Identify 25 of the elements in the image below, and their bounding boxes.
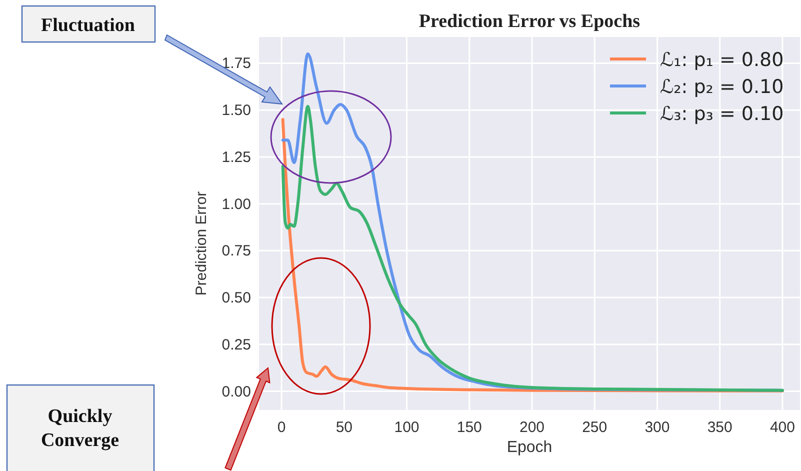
y-tick-label: 1.75 [222, 55, 251, 72]
x-tick-label: 50 [336, 419, 352, 436]
y-axis-title: Prediction Error [193, 191, 210, 296]
legend-label: ℒ₁: p₁ = 0.80 [660, 49, 784, 71]
y-tick-label: 0.75 [222, 242, 251, 260]
x-tick-label: 350 [707, 419, 732, 436]
y-tick-label: 1.00 [222, 196, 251, 213]
x-axis-title: Epoch [506, 439, 552, 456]
legend-label: ℒ₂: p₂ = 0.10 [660, 76, 784, 98]
x-tick-label: 250 [582, 419, 608, 436]
y-tick-label: 1.25 [222, 148, 251, 166]
y-tick-label: 1.50 [222, 102, 251, 120]
x-tick-label: 150 [456, 419, 482, 436]
text: Fluctuation [41, 15, 136, 36]
x-tick-label: 400 [770, 419, 795, 436]
x-tick-label: 300 [644, 419, 670, 436]
y-tick-label: 0.50 [222, 290, 251, 307]
text: Quickly Converge [40, 406, 120, 451]
x-tick-label: 200 [519, 419, 545, 436]
chart-title: Prediction Error vs Epochs [418, 11, 640, 32]
x-tick-label: 100 [394, 419, 420, 436]
y-tick-label: 0.25 [222, 336, 251, 354]
legend-label: ℒ₃: p₃ = 0.10 [660, 103, 784, 125]
y-tick-label: 0.00 [222, 383, 251, 400]
x-tick-label: 0 [277, 419, 286, 436]
